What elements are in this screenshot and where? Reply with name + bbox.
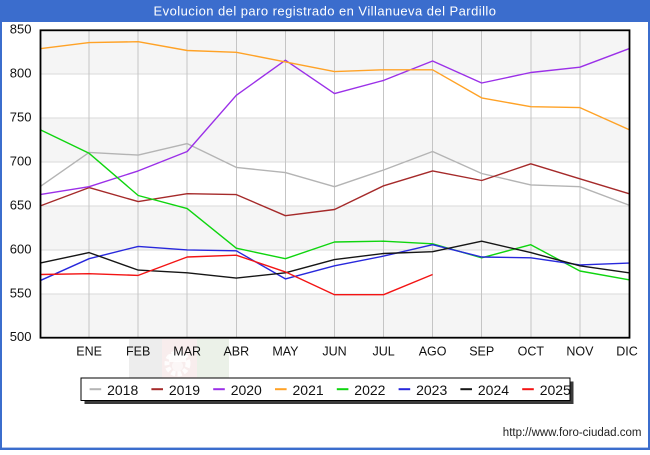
svg-text:http://www.foro-ciudad.com: http://www.foro-ciudad.com <box>503 427 642 439</box>
svg-text:MAR: MAR <box>173 345 201 359</box>
svg-text:Evolucion del paro registrado: Evolucion del paro registrado en Villanu… <box>154 4 497 19</box>
svg-text:AGO: AGO <box>419 345 447 359</box>
svg-text:850: 850 <box>10 22 32 37</box>
svg-text:500: 500 <box>10 329 32 344</box>
svg-text:550: 550 <box>10 285 32 300</box>
svg-text:800: 800 <box>10 66 32 81</box>
svg-text:NOV: NOV <box>566 345 594 359</box>
svg-text:JUL: JUL <box>372 345 394 359</box>
svg-text:2019: 2019 <box>169 382 200 398</box>
svg-text:2021: 2021 <box>293 382 324 398</box>
svg-text:ENE: ENE <box>76 345 102 359</box>
svg-text:ABR: ABR <box>223 345 249 359</box>
svg-text:2023: 2023 <box>416 382 447 398</box>
svg-text:2025: 2025 <box>540 382 571 398</box>
svg-text:650: 650 <box>10 197 32 212</box>
svg-text:FEB: FEB <box>126 345 150 359</box>
svg-text:600: 600 <box>10 241 32 256</box>
svg-text:MAY: MAY <box>272 345 299 359</box>
svg-text:700: 700 <box>10 154 32 169</box>
svg-text:2018: 2018 <box>107 382 138 398</box>
svg-text:OCT: OCT <box>518 345 545 359</box>
svg-text:2022: 2022 <box>354 382 385 398</box>
svg-text:2024: 2024 <box>478 382 509 398</box>
svg-text:750: 750 <box>10 110 32 125</box>
svg-text:2020: 2020 <box>231 382 262 398</box>
svg-text:JUN: JUN <box>322 345 346 359</box>
svg-text:DIC: DIC <box>616 345 638 359</box>
svg-text:SEP: SEP <box>469 345 494 359</box>
